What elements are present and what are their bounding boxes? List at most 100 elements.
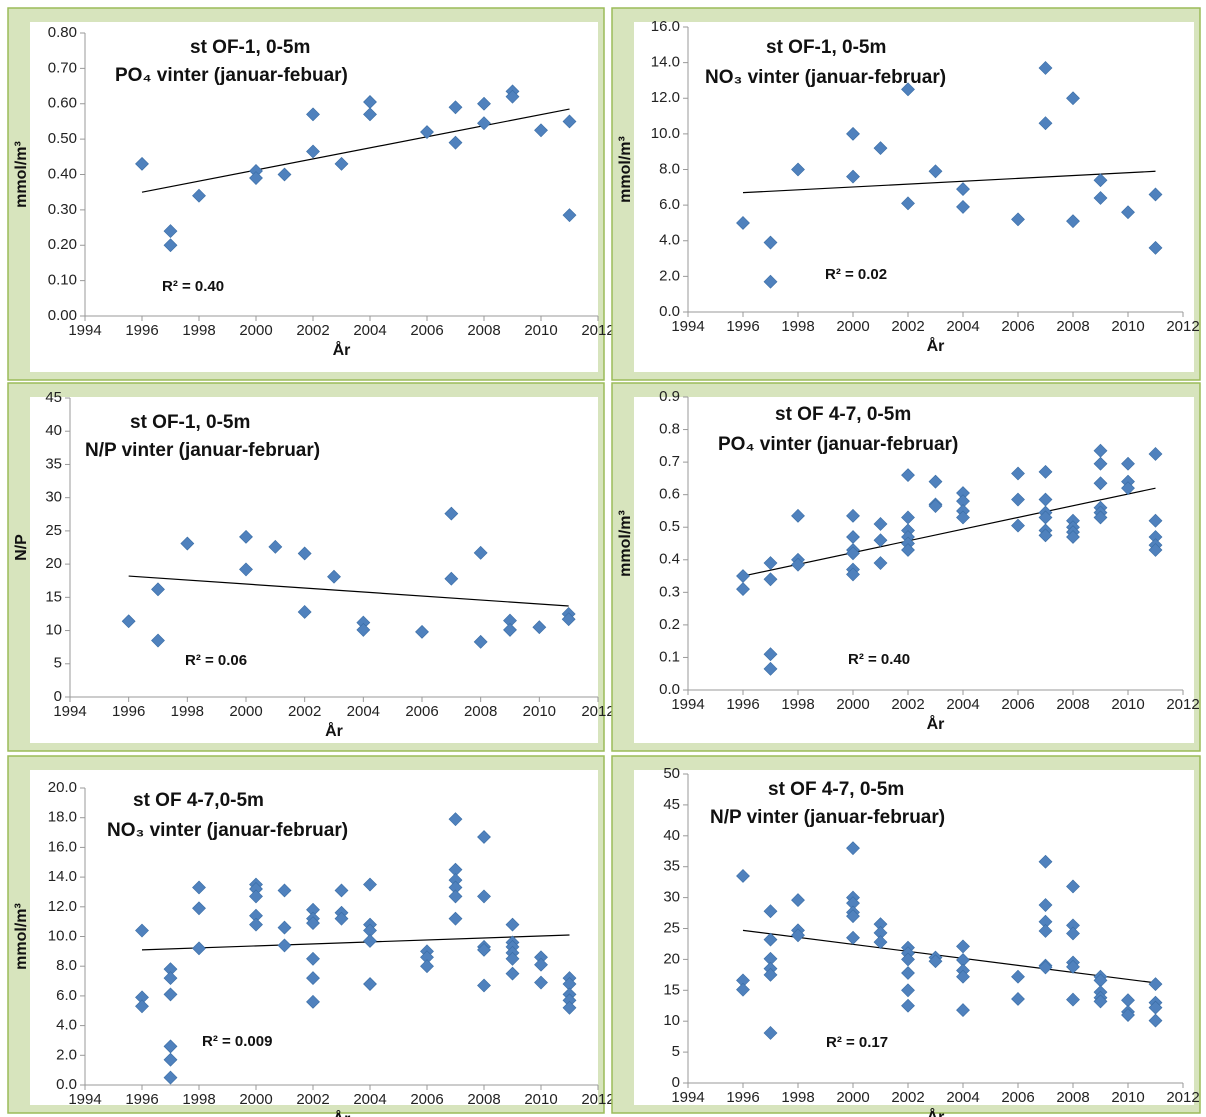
data-point bbox=[192, 880, 206, 895]
x-tick-label: 2000 bbox=[836, 318, 869, 335]
x-axis-label: År bbox=[325, 721, 343, 740]
data-point bbox=[1011, 518, 1025, 533]
data-point bbox=[1038, 898, 1053, 912]
data-point bbox=[151, 582, 165, 597]
y-tick-label: 0.0 bbox=[659, 303, 680, 320]
x-tick-label: 1998 bbox=[171, 703, 204, 720]
data-point bbox=[1011, 969, 1025, 984]
data-point bbox=[477, 889, 491, 904]
y-tick-label: 0.5 bbox=[659, 518, 680, 535]
data-point bbox=[306, 994, 320, 1009]
data-point bbox=[1093, 476, 1108, 491]
y-tick-label: 0.50 bbox=[48, 130, 77, 147]
data-point bbox=[277, 920, 292, 935]
x-tick-label: 2002 bbox=[296, 322, 329, 339]
r-squared: R² = 0.40 bbox=[848, 651, 910, 668]
chart-title: st OF 4-7, 0-5m bbox=[775, 404, 911, 425]
data-point bbox=[505, 89, 520, 104]
data-point bbox=[1038, 116, 1053, 131]
x-tick-label: 2002 bbox=[288, 703, 321, 720]
data-point bbox=[477, 830, 491, 844]
data-point bbox=[477, 942, 491, 957]
data-point bbox=[1148, 240, 1163, 255]
x-tick-label: 2008 bbox=[1056, 696, 1089, 713]
x-tick-label: 2010 bbox=[1111, 1089, 1144, 1106]
data-point bbox=[356, 622, 371, 637]
data-point bbox=[363, 877, 377, 892]
x-tick-label: 2004 bbox=[353, 322, 386, 339]
x-tick-label: 2008 bbox=[467, 1091, 500, 1108]
data-point bbox=[561, 612, 576, 627]
data-point bbox=[277, 167, 292, 182]
r-squared: R² = 0.17 bbox=[826, 1034, 888, 1051]
y-tick-label: 0.2 bbox=[659, 616, 680, 633]
data-point bbox=[249, 889, 263, 904]
data-point bbox=[420, 125, 434, 139]
data-point bbox=[562, 1000, 577, 1015]
data-point bbox=[1011, 492, 1025, 507]
plot-area bbox=[30, 397, 598, 743]
x-tick-label: 2000 bbox=[229, 703, 262, 720]
data-point bbox=[306, 971, 320, 986]
data-point bbox=[363, 977, 377, 991]
data-point bbox=[534, 975, 548, 990]
data-point bbox=[928, 499, 943, 513]
x-tick-label: 1996 bbox=[726, 1089, 759, 1106]
y-axis-label: mmol/m³ bbox=[617, 136, 634, 203]
x-tick-label: 1994 bbox=[68, 1091, 101, 1108]
data-point bbox=[1038, 61, 1053, 75]
trendline bbox=[141, 108, 570, 193]
y-tick-label: 0.4 bbox=[659, 551, 680, 568]
data-point bbox=[763, 647, 778, 662]
data-point bbox=[562, 208, 577, 223]
x-tick-label: 2006 bbox=[410, 322, 443, 339]
data-point bbox=[268, 539, 283, 554]
chart-title: st OF-1, 0-5m bbox=[130, 412, 250, 433]
data-point bbox=[736, 582, 750, 597]
x-tick-label: 2008 bbox=[467, 322, 500, 339]
data-point bbox=[873, 517, 888, 531]
data-point bbox=[1093, 510, 1108, 525]
y-tick-label: 4.0 bbox=[659, 232, 680, 249]
x-tick-label: 2000 bbox=[836, 1089, 869, 1106]
data-point bbox=[505, 966, 520, 981]
data-point bbox=[334, 156, 349, 171]
data-point bbox=[901, 983, 915, 998]
data-point bbox=[562, 114, 577, 129]
data-point bbox=[873, 935, 888, 950]
data-point bbox=[901, 952, 915, 967]
y-tick-label: 14.0 bbox=[651, 54, 680, 71]
x-tick-label: 1996 bbox=[726, 318, 759, 335]
data-point bbox=[532, 620, 547, 635]
data-point bbox=[791, 893, 805, 907]
data-point bbox=[306, 951, 320, 966]
x-tick-label: 1998 bbox=[182, 322, 215, 339]
data-point bbox=[928, 954, 943, 969]
x-tick-label: 2006 bbox=[1001, 696, 1034, 713]
data-point bbox=[1121, 1008, 1135, 1022]
data-point bbox=[763, 556, 778, 570]
data-point bbox=[1093, 456, 1108, 471]
x-tick-label: 1994 bbox=[68, 322, 101, 339]
data-point bbox=[448, 812, 463, 827]
x-tick-label: 2002 bbox=[891, 318, 924, 335]
x-tick-label: 1996 bbox=[112, 703, 145, 720]
trendline bbox=[742, 170, 1156, 194]
plot-area bbox=[634, 770, 1194, 1105]
y-tick-label: 0.80 bbox=[48, 24, 77, 41]
data-point bbox=[163, 987, 178, 1002]
y-tick-label: 0.7 bbox=[659, 453, 680, 470]
y-tick-label: 8.0 bbox=[56, 957, 77, 974]
data-point bbox=[736, 869, 750, 883]
y-tick-label: 10.0 bbox=[651, 125, 680, 142]
x-tick-label: 2010 bbox=[524, 1091, 557, 1108]
x-tick-label: 2004 bbox=[946, 318, 979, 335]
y-tick-label: 25 bbox=[45, 522, 62, 539]
data-point bbox=[151, 633, 165, 648]
x-axis-label: År bbox=[333, 1109, 351, 1117]
chart-subtitle: PO₄ vinter (januar-februar) bbox=[718, 434, 958, 455]
chart-title: st OF-1, 0-5m bbox=[190, 37, 310, 58]
y-tick-label: 0.60 bbox=[48, 95, 77, 112]
